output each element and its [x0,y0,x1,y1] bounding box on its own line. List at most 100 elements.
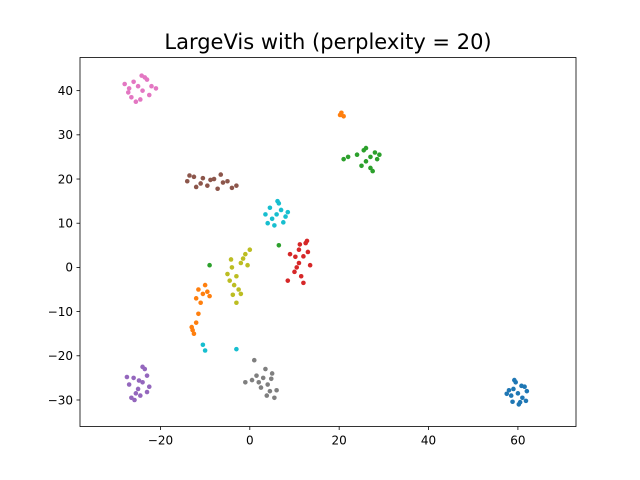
scatter-point [281,220,286,225]
scatter-point [274,212,279,217]
scatter-point [268,376,274,382]
scatter-point [122,81,127,87]
scatter-point [135,386,141,392]
chart-title: LargeVis with (perplexity = 20) [164,30,491,54]
scatter-point [211,176,217,182]
scatter-point [520,395,525,401]
scatter-point [228,257,234,262]
scatter-point [126,86,132,91]
y-tick-label: 40 [58,84,73,98]
scatter-point [296,247,302,253]
scatter-point [231,282,237,288]
scatter-point [126,382,132,387]
scatter-point [287,251,293,257]
scatter-point [191,331,197,337]
scatter-point [230,292,236,298]
scatter-point [138,97,143,102]
scatter-point [285,209,291,215]
scatter-point [372,150,378,155]
scatter-point [236,287,241,292]
scatter-point [278,207,284,213]
scatter-point [337,112,343,118]
scatter-point [198,181,203,186]
scatter-point [256,380,262,385]
scatter-point [138,393,143,398]
scatter-point [184,178,190,184]
scatter-point [193,296,199,301]
scatter-point [292,269,297,275]
scatter-point [274,387,279,393]
scatter-point [207,293,212,299]
scatter-point [136,378,142,383]
scatter-point [305,249,311,255]
scatter-point [249,377,255,383]
plot-frame [79,57,577,427]
scatter-point [140,88,145,93]
scatter-point [245,262,250,268]
scatter-point [234,183,239,188]
scatter-point [140,364,145,370]
scatter-point [508,393,514,398]
scatter-point [243,380,248,385]
scatter-point [504,391,510,397]
scatter-point [202,282,208,288]
axes-layer: −20 0 20 40 60 −30 −20 −10 0 10 20 30 40 [48,84,526,448]
y-tick-label: 0 [65,261,73,275]
scatter-point [363,159,369,164]
scatter-point [124,374,130,380]
scatter-point [205,183,210,188]
y-tick-label: −10 [48,305,73,319]
scatter-point [275,198,280,204]
scatter-point [269,371,275,376]
scatter-point [218,172,224,177]
scatter-point [208,177,213,183]
scatter-point [251,357,257,363]
scatter-point [267,205,273,211]
x-tick-label: −20 [148,434,173,448]
scatter-point [370,168,375,174]
y-tick-label: 10 [58,217,73,231]
x-tick-label: 0 [246,434,254,448]
scatter-point [243,251,248,257]
scatter-point [296,260,302,266]
scatter-point [510,399,515,405]
scatter-point [345,154,351,160]
scatter-point [512,377,517,383]
scatter-point [227,278,232,283]
scatter-point [272,395,277,401]
scatter-point [198,300,203,306]
scatter-point [240,256,246,261]
scatter-point [220,180,226,185]
scatter-point [225,178,230,184]
scatter-point [196,287,201,292]
scatter-point [267,388,273,394]
scatter-point [272,223,277,228]
scatter-point [131,375,136,381]
scatter-point [140,380,145,385]
scatter-point [149,83,154,89]
scatter-point [374,156,380,162]
scatter-point [247,247,253,253]
scatter-point [238,291,244,297]
scatter-point [125,90,131,95]
points-layer [122,73,530,407]
y-tick-label: −30 [48,393,73,407]
scatter-point [234,273,239,279]
scatter-point [139,73,144,78]
scatter-point [276,243,282,248]
scatter-point [297,242,303,247]
scatter-point [229,265,235,270]
scatter-point [258,385,264,390]
y-tick-label: 20 [58,172,73,186]
scatter-point [238,260,244,266]
scatter-point [298,273,304,279]
scatter-point [200,342,206,348]
scatter-point [133,391,139,396]
scatter-point [263,212,268,217]
scatter-point [301,254,306,259]
scatter-point [301,280,306,286]
scatter-point [254,373,259,378]
scatter-point [207,262,212,268]
scatter-point [515,391,521,396]
